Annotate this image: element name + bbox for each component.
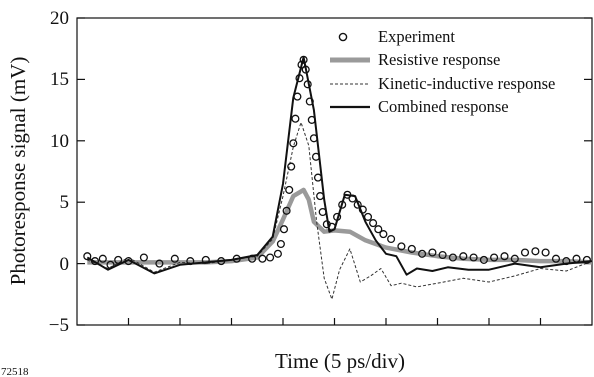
experiment-point (318, 207, 327, 217)
experiment-point (303, 80, 312, 89)
experiment-point (295, 74, 304, 83)
experiment-point (418, 249, 427, 258)
experiment-point (285, 185, 294, 194)
axis-ticks (77, 17, 592, 326)
experiment-point (114, 255, 123, 264)
legend-resistive-label: Resistive response (378, 50, 500, 69)
experiment-point (293, 92, 302, 101)
experiment-point (309, 134, 318, 143)
experiment-point (459, 252, 468, 261)
plot-frame (76, 17, 593, 326)
experiment-point (438, 250, 447, 260)
experiment-point (276, 239, 285, 249)
experiment-point (291, 114, 300, 123)
experiment-point (327, 222, 336, 231)
experiment-point (343, 190, 352, 199)
y-tick-label: 15 (50, 69, 69, 90)
experiment-point (500, 252, 509, 261)
experiment-point (397, 242, 406, 251)
experiment-point (428, 248, 437, 257)
experiment-point (333, 212, 342, 221)
experiment-point (316, 192, 325, 201)
experiment-point (582, 255, 591, 264)
experiment-point (287, 162, 296, 171)
experiment-point (313, 173, 323, 182)
y-tick-label: 20 (50, 8, 69, 29)
experiment-point (248, 254, 257, 263)
experiment-point (353, 200, 362, 209)
experiment-point (299, 55, 308, 64)
experiment-point (297, 60, 306, 69)
experiment-point (90, 257, 100, 266)
experiment-point (469, 253, 478, 262)
experiment-point (311, 152, 321, 161)
experiment-point (124, 257, 133, 266)
experiment-point (407, 244, 416, 253)
experiment-point (139, 253, 148, 262)
experiment-point (279, 225, 289, 234)
experiment-point (572, 254, 581, 263)
experiment-point (520, 248, 530, 257)
experiment-point (363, 212, 373, 221)
experiment-point (258, 254, 267, 263)
experiment-point (273, 249, 282, 258)
experiment-point (358, 205, 367, 214)
experiment-point (510, 254, 519, 263)
experiment-point (282, 206, 291, 215)
experiment-point (490, 253, 499, 262)
y-axis-title: Photoresponse signal (mV) (6, 57, 30, 286)
y-tick-label: 10 (50, 131, 69, 152)
experiment-point (201, 255, 210, 264)
legend-experiment-marker (338, 32, 348, 42)
experiment-point (217, 257, 226, 266)
y-tick-label: 5 (60, 192, 70, 213)
experiment-point (98, 254, 107, 263)
legend-experiment-label: Experiment (378, 27, 455, 46)
experiment-point (374, 225, 383, 234)
experiment-point (348, 194, 357, 203)
series-line-combined-response (86, 56, 593, 276)
experiment-point (232, 254, 241, 263)
legend-kinetic-label: Kinetic-inductive response (378, 74, 555, 93)
experiment-point (307, 115, 316, 124)
experiment-point (338, 200, 347, 209)
x-axis-title: Time (5 ps/div) (275, 349, 405, 373)
experiment-point (106, 260, 115, 269)
experiment-point (479, 255, 488, 264)
experiment-point (170, 254, 179, 263)
experiment-point (289, 139, 298, 148)
experiment-point (531, 247, 540, 256)
series-line-resistive-response (87, 187, 593, 265)
experiment-point (541, 248, 550, 257)
experiment-point (387, 234, 396, 244)
experiment-point (186, 257, 195, 266)
experiment-point (83, 252, 92, 261)
legend: Experiment Resistive response Kinetic-in… (330, 27, 555, 116)
experiment-point (305, 97, 314, 106)
series-line-kinetic-inductive-response (87, 121, 593, 300)
legend-combined-label: Combined response (378, 97, 509, 116)
experiment-point (266, 253, 275, 262)
experiment-point (379, 230, 388, 239)
y-tick-label: −5 (49, 315, 69, 336)
experiment-point (448, 253, 457, 262)
experiment-point (562, 257, 571, 266)
experiment-point (155, 259, 164, 268)
experiment-point (369, 219, 378, 228)
experiment-point (551, 254, 561, 263)
y-tick-label: 0 (60, 254, 70, 275)
series-layer (83, 55, 593, 300)
experiment-point (301, 65, 310, 74)
figure-id: 72518 (1, 366, 29, 377)
